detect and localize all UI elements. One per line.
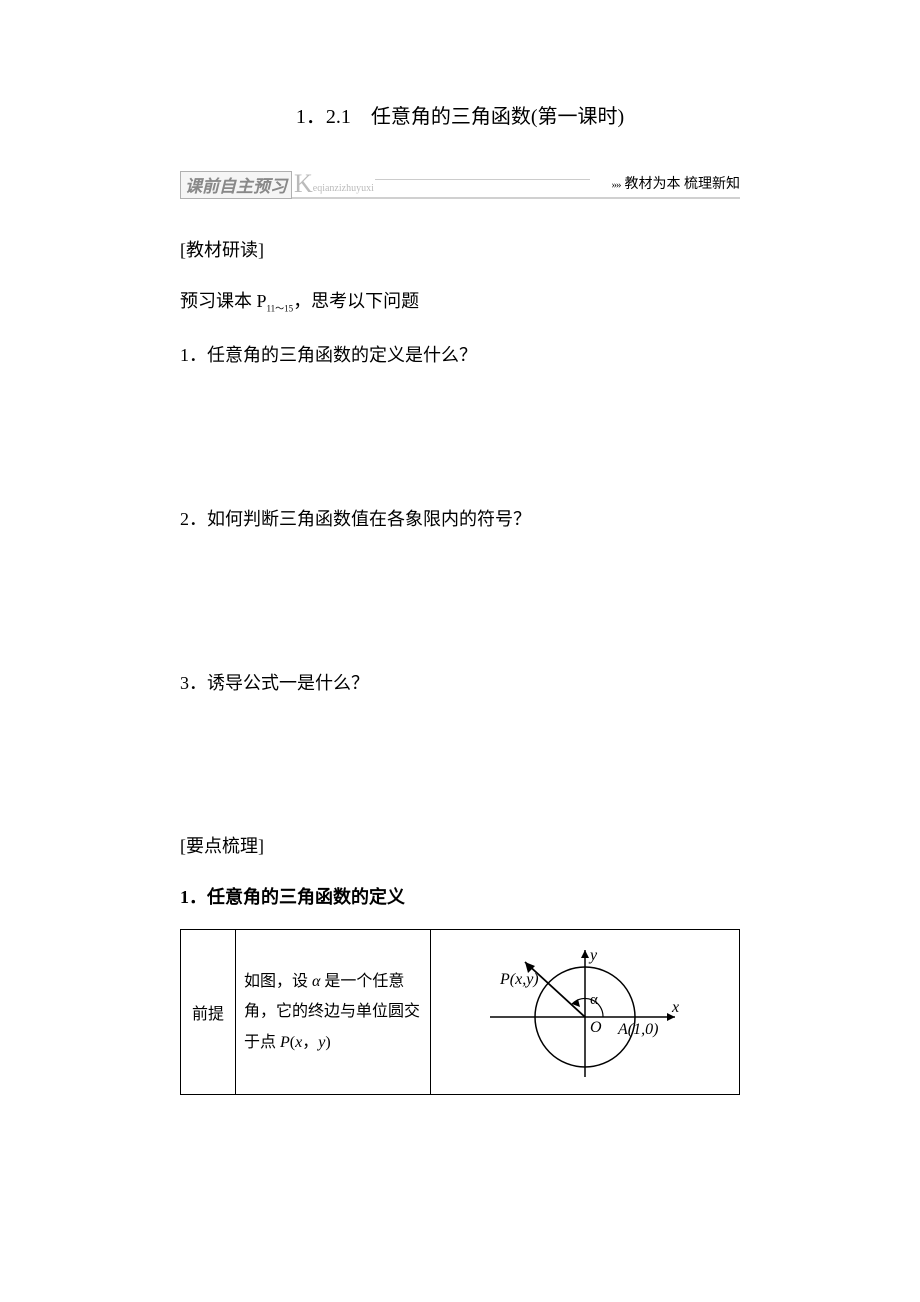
point-p-label: P(x,y) xyxy=(499,971,539,988)
page-title: 1．2.1 任意角的三角函数(第一课时) xyxy=(180,100,740,129)
section-heading-1: [教材研读] xyxy=(180,236,740,262)
desc-comma: ， xyxy=(302,1034,318,1051)
spacer-3 xyxy=(180,722,740,832)
table-row: 前提 如图，设 α 是一个任意角，它的终边与单位圆交于点 P(x，y) y x … xyxy=(181,930,740,1095)
cell-premise-desc: 如图，设 α 是一个任意角，它的终边与单位圆交于点 P(x，y) xyxy=(236,930,431,1095)
cell-diagram: y x O P(x,y) A(1,0) α xyxy=(431,930,740,1095)
definition-table: 前提 如图，设 α 是一个任意角，它的终边与单位圆交于点 P(x，y) y x … xyxy=(180,929,740,1095)
alpha-label: α xyxy=(590,992,598,1008)
y-axis-label: y xyxy=(588,947,598,964)
intro-text: 预习课本 P11～15，思考以下问题 xyxy=(180,287,740,316)
banner-right: »» 教材为本 梳理新知 xyxy=(612,173,741,193)
question-3: 3．诱导公式一是什么？ xyxy=(180,669,740,698)
banner-box: 课前自主预习 xyxy=(180,171,292,199)
intro-prefix: 预习课本 P xyxy=(180,291,267,311)
desc-text-a: 如图，设 xyxy=(244,973,312,990)
section-banner: 课前自主预习 Keqianzizhuyuxi »» 教材为本 梳理新知 xyxy=(180,169,740,201)
definition-title: 1．任意角的三角函数的定义 xyxy=(180,883,740,909)
arrows-icon: »» xyxy=(612,179,621,191)
question-2: 2．如何判断三角函数值在各象限内的符号？ xyxy=(180,505,740,534)
spacer-2 xyxy=(180,559,740,669)
question-1: 1．任意角的三角函数的定义是什么？ xyxy=(180,341,740,370)
point-a-label: A(1,0) xyxy=(617,1021,658,1038)
banner-right-text: 教材为本 梳理新知 xyxy=(625,177,741,192)
banner-label: 课前自主预习 xyxy=(185,177,287,196)
origin-label: O xyxy=(590,1019,602,1036)
desc-P: P xyxy=(280,1034,290,1051)
banner-midline xyxy=(375,179,590,180)
x-axis-label: x xyxy=(671,999,679,1016)
banner-big-letter: K xyxy=(294,169,313,198)
y-axis-arrow-icon xyxy=(581,950,589,958)
banner-pinyin: eqianzizhuyuxi xyxy=(313,183,374,194)
unit-circle-diagram: y x O P(x,y) A(1,0) α xyxy=(470,942,700,1082)
intro-sub: 11～15 xyxy=(267,304,294,314)
cell-premise-label: 前提 xyxy=(181,930,236,1095)
desc-paren2: ) xyxy=(325,1034,330,1051)
section-heading-2: [要点梳理] xyxy=(180,832,740,858)
intro-suffix: ，思考以下问题 xyxy=(293,291,419,311)
spacer-1 xyxy=(180,395,740,505)
